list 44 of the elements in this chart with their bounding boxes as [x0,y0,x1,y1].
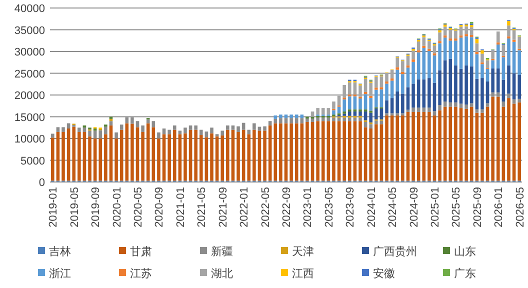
legend-label: 广东 [454,267,476,280]
x-tick-label: 2022-09 [281,187,293,228]
legend-label: 江西 [292,268,314,280]
legend-label: 浙江 [49,267,71,280]
x-tick-label: 2021-09 [217,187,230,228]
legend-label: 甘肃 [130,245,152,258]
y-tick-label: 0 [38,177,45,189]
x-tick-label: 2024-01 [366,187,378,228]
x-tick-label: 2023-09 [344,187,357,228]
x-tick-label: 2023-05 [323,187,336,228]
x-tick-label: 2019-09 [90,187,102,228]
x-tick-label: 2022-05 [260,187,272,228]
legend-label: 安徽 [373,267,395,280]
legend-label: 吉林 [49,245,71,258]
x-tick-label: 2022-01 [238,187,251,228]
x-tick-label: 2020-09 [154,187,166,228]
y-tick-label: 40000 [14,3,45,15]
x-tick-label: 2019-01 [48,187,60,228]
y-tick-label: 30000 [14,46,45,58]
legend-label: 山东 [454,245,476,258]
x-tick-label: 2024-05 [387,187,400,228]
x-tick-label: 2020-01 [111,187,124,228]
x-tick-label: 2026-05 [514,187,526,228]
legend-label: 广西贵州 [373,245,417,258]
x-tick-label: 2026-01 [493,187,506,228]
legend-label: 新疆 [211,245,233,258]
legend-label: 天津 [292,245,314,258]
y-tick-label: 20000 [14,90,45,102]
y-tick-label: 25000 [14,68,45,80]
x-tick-label: 2025-09 [472,187,484,228]
x-tick-label: 2021-01 [174,187,187,228]
y-tick-label: 15000 [14,112,45,124]
x-tick-label: 2023-01 [302,187,314,228]
legend-label: 湖北 [211,267,233,280]
x-tick-label: 2024-09 [408,187,420,228]
x-tick-label: 2025-05 [450,187,463,228]
y-tick-label: 5000 [20,155,45,168]
x-tick-label: 2025-01 [429,187,442,228]
legend-label: 江苏 [130,267,152,280]
x-tick-label: 2019-05 [68,187,81,228]
y-tick-label: 35000 [14,24,45,37]
x-tick-label: 2021-05 [196,187,208,228]
x-tick-label: 2020-05 [132,187,145,228]
y-tick-label: 10000 [14,134,45,146]
